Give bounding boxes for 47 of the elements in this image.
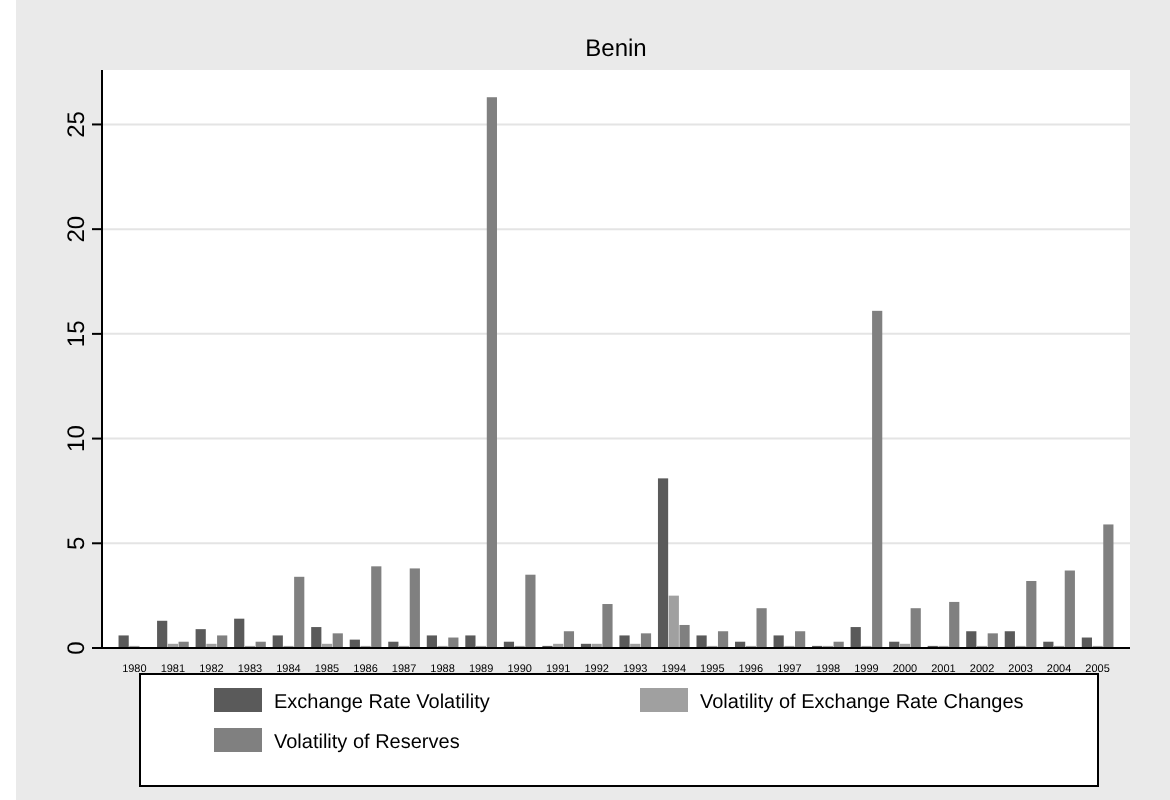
bar: [1004, 631, 1015, 648]
legend-label: Volatility of Reserves: [274, 732, 460, 754]
bar: [696, 635, 707, 648]
bar: [910, 608, 921, 648]
y-tick-label: 5: [62, 535, 90, 550]
legend-label: Volatility of Exchange Rate Changes: [700, 692, 1024, 714]
bar: [1064, 570, 1075, 648]
bar: [409, 568, 420, 648]
bar: [773, 635, 784, 648]
bar: [525, 574, 536, 648]
legend-label: Exchange Rate Volatility: [274, 692, 490, 714]
bar: [332, 633, 343, 648]
bar: [217, 635, 228, 648]
bar: [563, 631, 575, 648]
bar: [311, 627, 322, 648]
y-tick-label: 20: [62, 215, 90, 243]
bar: [486, 97, 497, 648]
bar: [949, 601, 960, 648]
bar: [640, 633, 652, 648]
bar: [850, 627, 861, 648]
y-tick-label: 15: [62, 319, 90, 348]
bar: [1026, 580, 1037, 648]
bar: [872, 310, 883, 648]
bar: [679, 624, 690, 648]
bar: [234, 618, 245, 648]
bar: [294, 576, 305, 648]
bar: [371, 566, 382, 648]
bar: [619, 635, 630, 648]
bar: [717, 631, 729, 648]
bar: [668, 595, 679, 648]
bar: [272, 635, 283, 648]
bar: [465, 635, 476, 648]
chart-title: Benin: [585, 34, 647, 62]
y-tick-label: 25: [62, 110, 90, 138]
bar: [756, 608, 767, 648]
y-tick-label: 0: [62, 640, 90, 655]
bar: [195, 629, 206, 648]
bar: [987, 633, 998, 648]
y-tick-label: 10: [62, 424, 90, 452]
bar: [157, 620, 168, 648]
bar: [1103, 524, 1114, 648]
bar: [118, 635, 129, 648]
bar: [966, 631, 977, 648]
bar: [657, 478, 669, 648]
bar: [426, 635, 437, 648]
bar: [795, 631, 806, 648]
bar: [602, 604, 613, 648]
